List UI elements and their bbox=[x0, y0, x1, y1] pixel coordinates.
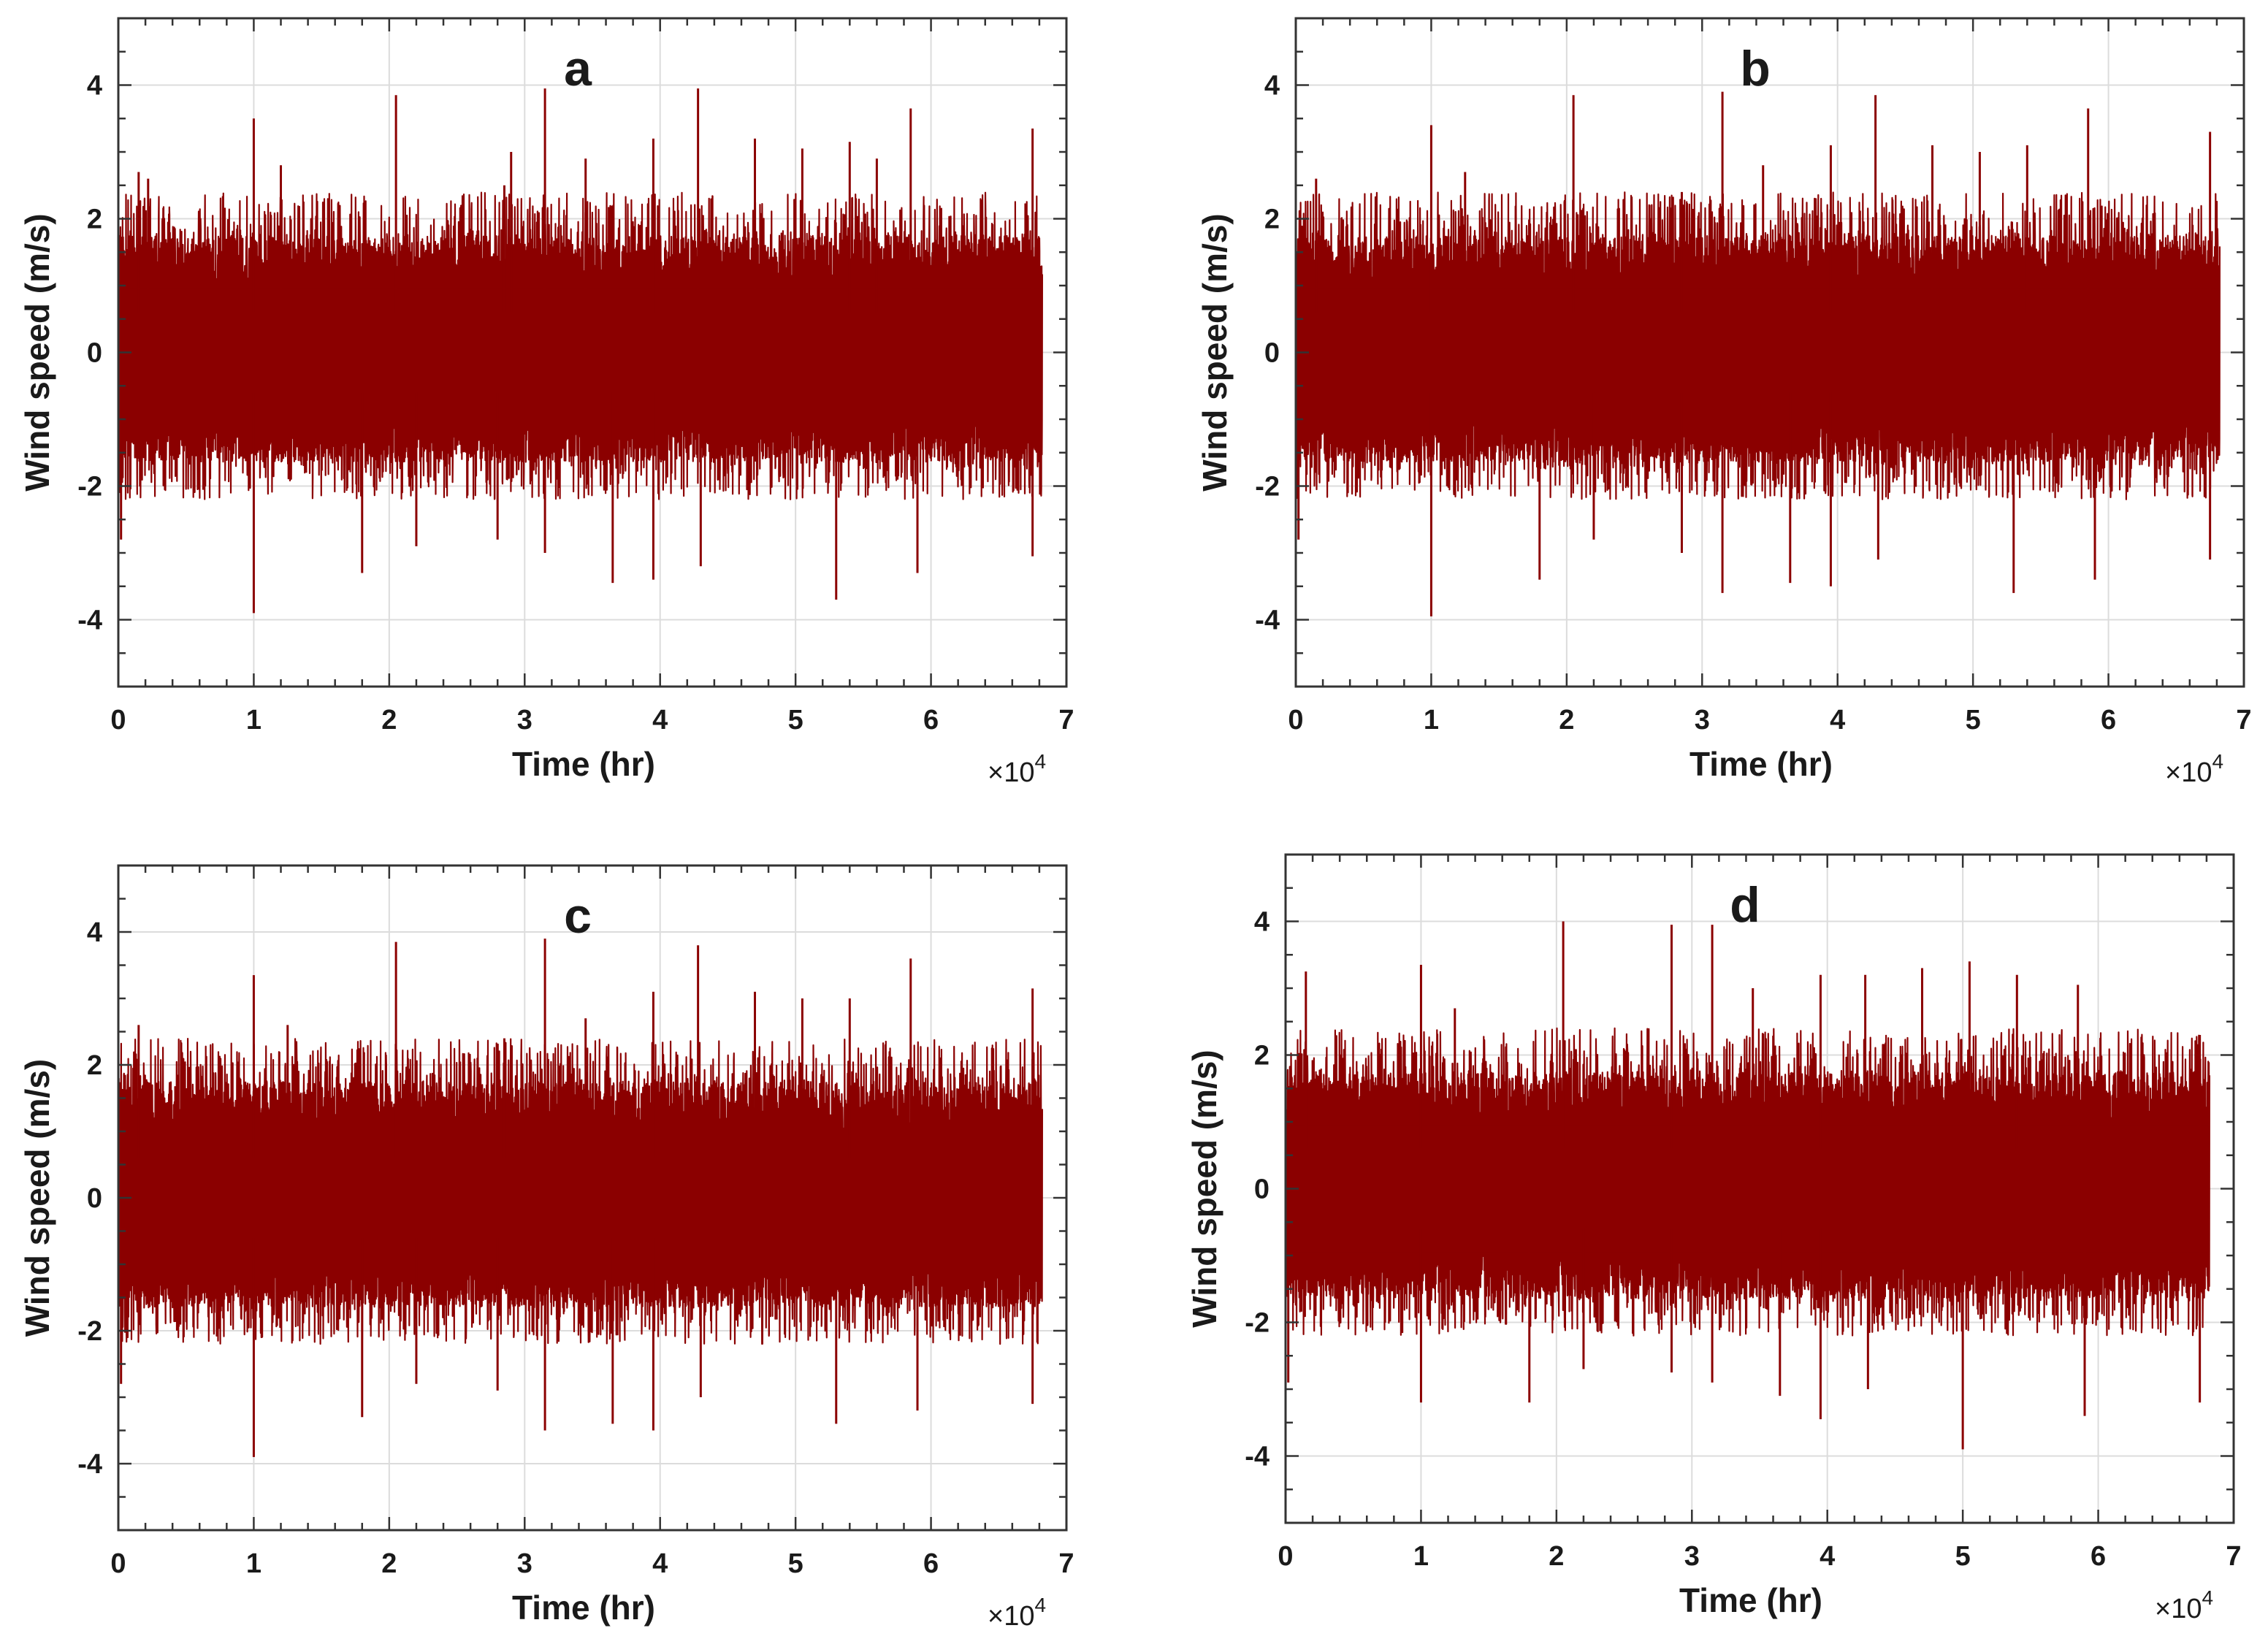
x-exponent-base: ×10 bbox=[988, 1601, 1034, 1632]
x-tick-label: 0 bbox=[1288, 705, 1303, 735]
y-tick-label: -4 bbox=[77, 1449, 102, 1480]
x-tick-label: 7 bbox=[2236, 705, 2251, 735]
x-exponent-power: 4 bbox=[2202, 1586, 2213, 1609]
x-tick-label: 3 bbox=[517, 1548, 532, 1579]
x-tick-label: 1 bbox=[246, 1548, 261, 1579]
x-tick-label: 4 bbox=[652, 705, 668, 735]
x-tick-label: 2 bbox=[381, 1548, 397, 1579]
x-axis-title: Time (hr) bbox=[1689, 745, 1833, 783]
x-tick-label: 1 bbox=[1413, 1541, 1429, 1572]
x-tick-label: 4 bbox=[652, 1548, 668, 1579]
x-tick-label: 6 bbox=[923, 705, 939, 735]
y-tick-label: -2 bbox=[1245, 1308, 1269, 1339]
x-tick-label: 6 bbox=[2101, 705, 2116, 735]
x-tick-label: 1 bbox=[246, 705, 261, 735]
x-exponent-label: ×104 bbox=[2155, 1586, 2213, 1624]
y-tick-label: 0 bbox=[87, 338, 102, 369]
y-tick-label: -4 bbox=[77, 605, 102, 636]
y-tick-label: -2 bbox=[77, 1316, 102, 1347]
x-tick-label: 5 bbox=[1966, 705, 1981, 735]
y-tick-label: 0 bbox=[1254, 1174, 1269, 1205]
x-tick-label: 5 bbox=[788, 705, 803, 735]
x-axis-title: Time (hr) bbox=[512, 1589, 655, 1627]
x-exponent-power: 4 bbox=[1034, 1594, 1046, 1616]
series-core-band bbox=[118, 288, 1042, 416]
y-tick-label: 4 bbox=[1254, 907, 1269, 938]
y-tick-label: 0 bbox=[87, 1183, 102, 1214]
x-exponent-label: ×104 bbox=[988, 1594, 1046, 1632]
y-tick-label: 4 bbox=[87, 917, 102, 948]
y-tick-label: 0 bbox=[1264, 338, 1280, 369]
x-tick-label: 6 bbox=[923, 1548, 939, 1579]
y-tick-label: -2 bbox=[77, 472, 102, 502]
y-axis-title: Wind speed (m/s) bbox=[1196, 213, 1234, 491]
x-tick-label: 0 bbox=[110, 705, 126, 735]
panel-title: a bbox=[564, 41, 592, 96]
x-tick-label: 7 bbox=[1058, 1548, 1074, 1579]
x-tick-label: 3 bbox=[1695, 705, 1710, 735]
x-axis-title: Time (hr) bbox=[1679, 1581, 1822, 1619]
x-tick-label: 0 bbox=[1278, 1541, 1293, 1572]
y-tick-label: 2 bbox=[1254, 1041, 1269, 1071]
panel-c: 0 1 2 3 4 5 6 7 -4 -2 0 2 4 Time (hr) Wind speed (m/s)… bbox=[18, 864, 1074, 1632]
x-tick-label: 7 bbox=[1058, 705, 1074, 735]
y-tick-label: 4 bbox=[87, 71, 102, 102]
y-tick-label: 2 bbox=[1264, 205, 1280, 235]
y-tick-label: 2 bbox=[87, 205, 102, 235]
x-tick-label: 3 bbox=[517, 705, 532, 735]
panel-title: b bbox=[1740, 41, 1771, 96]
panel-title: c bbox=[564, 888, 592, 944]
x-tick-label: 2 bbox=[381, 705, 397, 735]
x-tick-label: 3 bbox=[1684, 1541, 1700, 1572]
x-tick-label: 5 bbox=[788, 1548, 803, 1579]
x-tick-label: 5 bbox=[1955, 1541, 1971, 1572]
x-exponent-label: ×104 bbox=[988, 750, 1046, 788]
x-exponent-label: ×104 bbox=[2165, 750, 2223, 788]
y-axis-title: Wind speed (m/s) bbox=[18, 1059, 56, 1337]
x-tick-label: 2 bbox=[1559, 705, 1574, 735]
panel-b: 0 1 2 3 4 5 6 7 -4 -2 0 2 4 Time (hr) Wind speed (m/s)… bbox=[1196, 17, 2252, 788]
x-tick-label: 7 bbox=[2226, 1541, 2241, 1572]
x-tick-label: 6 bbox=[2091, 1541, 2106, 1572]
y-tick-label: 2 bbox=[87, 1050, 102, 1081]
x-exponent-power: 4 bbox=[1034, 750, 1046, 773]
x-axis-title: Time (hr) bbox=[512, 745, 655, 783]
x-tick-label: 1 bbox=[1424, 705, 1439, 735]
series-core-band bbox=[118, 1134, 1042, 1261]
y-axis-title: Wind speed (m/s) bbox=[18, 213, 56, 491]
y-tick-label: -4 bbox=[1245, 1442, 1269, 1472]
y-axis-title: Wind speed (m/s) bbox=[1185, 1050, 1223, 1327]
x-exponent-base: ×10 bbox=[2155, 1594, 2202, 1624]
x-tick-label: 4 bbox=[1830, 705, 1845, 735]
series-core-band bbox=[1296, 288, 2220, 416]
x-tick-label: 2 bbox=[1549, 1541, 1564, 1572]
y-tick-label: -2 bbox=[1255, 472, 1280, 502]
x-exponent-base: ×10 bbox=[2165, 757, 2212, 788]
panel-a: 0 1 2 3 4 5 6 7 -4 -2 0 2 4 Time (hr) Wind speed (m/s)… bbox=[18, 17, 1074, 788]
y-tick-label: -4 bbox=[1255, 605, 1280, 636]
x-exponent-power: 4 bbox=[2212, 750, 2223, 773]
series-core-band bbox=[1286, 1125, 2210, 1253]
y-tick-label: 4 bbox=[1264, 71, 1280, 102]
panel-d: 0 1 2 3 4 5 6 7 -4 -2 0 2 4 Time (hr) Wind speed (m/s)… bbox=[1185, 853, 2242, 1624]
x-tick-label: 0 bbox=[110, 1548, 126, 1579]
panel-title: d bbox=[1730, 877, 1760, 933]
x-exponent-base: ×10 bbox=[988, 757, 1034, 788]
x-tick-label: 4 bbox=[1820, 1541, 1835, 1572]
